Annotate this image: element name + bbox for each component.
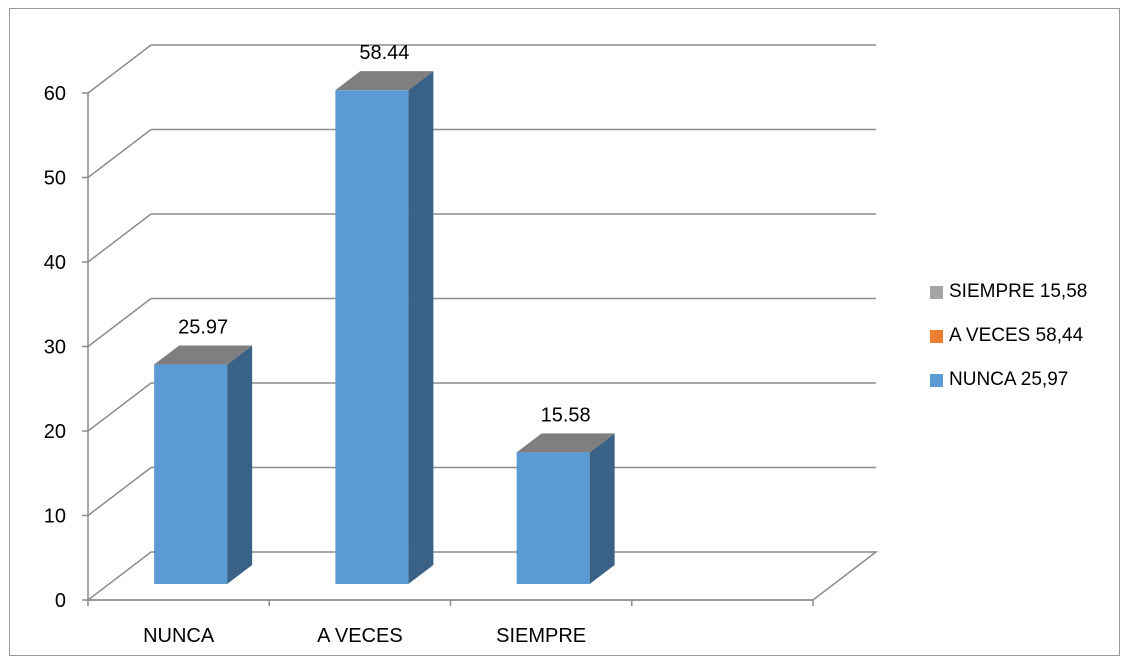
bar-top [516, 433, 615, 453]
gridline-diagonal [87, 44, 152, 94]
bar-top [154, 345, 253, 365]
data-label: 25.97 [178, 317, 228, 339]
gridline-diagonal [87, 297, 152, 348]
axis-layer: 0 10 20 30 40 50 60 NUNCA A VECES SIEMPRE [44, 83, 814, 647]
bar-side [589, 433, 615, 584]
bar [154, 364, 228, 584]
bar [516, 452, 590, 584]
bar-side [227, 345, 253, 584]
gridline-diagonal [87, 466, 152, 517]
data-label: 58.44 [359, 42, 409, 64]
legend: SIEMPRE 15,58 A VECES 58,44 NUNCA 25,97 [930, 280, 1087, 412]
y-tick-label: 40 [44, 252, 66, 274]
legend-item-siempre: SIEMPRE 15,58 [930, 280, 1087, 304]
gridline-diagonal [87, 128, 152, 179]
legend-item-a-veces: A VECES 58,44 [930, 324, 1087, 348]
bar-side [408, 71, 434, 584]
label-layer: 25.97 58.44 15.58 [178, 42, 591, 426]
data-label: 15.58 [541, 404, 591, 426]
x-tick-label: SIEMPRE [496, 625, 586, 647]
y-tick-label: 60 [44, 83, 66, 105]
legend-swatch [930, 373, 943, 387]
y-tick-label: 50 [44, 168, 66, 190]
x-tick-label: NUNCA [143, 625, 215, 647]
bar-layer [154, 71, 615, 584]
bar-top [335, 71, 434, 91]
x-tick-label: A VECES [317, 625, 403, 647]
legend-item-nunca: NUNCA 25,97 [930, 368, 1087, 392]
legend-label: NUNCA 25,97 [949, 369, 1069, 390]
gridline-diagonal [87, 382, 152, 432]
bar [335, 90, 409, 584]
y-tick-label: 10 [44, 506, 66, 528]
gridline-diagonal [87, 213, 152, 263]
y-tick-label: 20 [44, 421, 66, 443]
legend-swatch [930, 285, 943, 299]
y-tick-label: 0 [55, 590, 66, 612]
legend-swatch [930, 329, 943, 343]
y-tick-label: 30 [44, 337, 66, 359]
legend-label: SIEMPRE 15,58 [949, 281, 1088, 302]
legend-label: A VECES 58,44 [949, 325, 1084, 346]
